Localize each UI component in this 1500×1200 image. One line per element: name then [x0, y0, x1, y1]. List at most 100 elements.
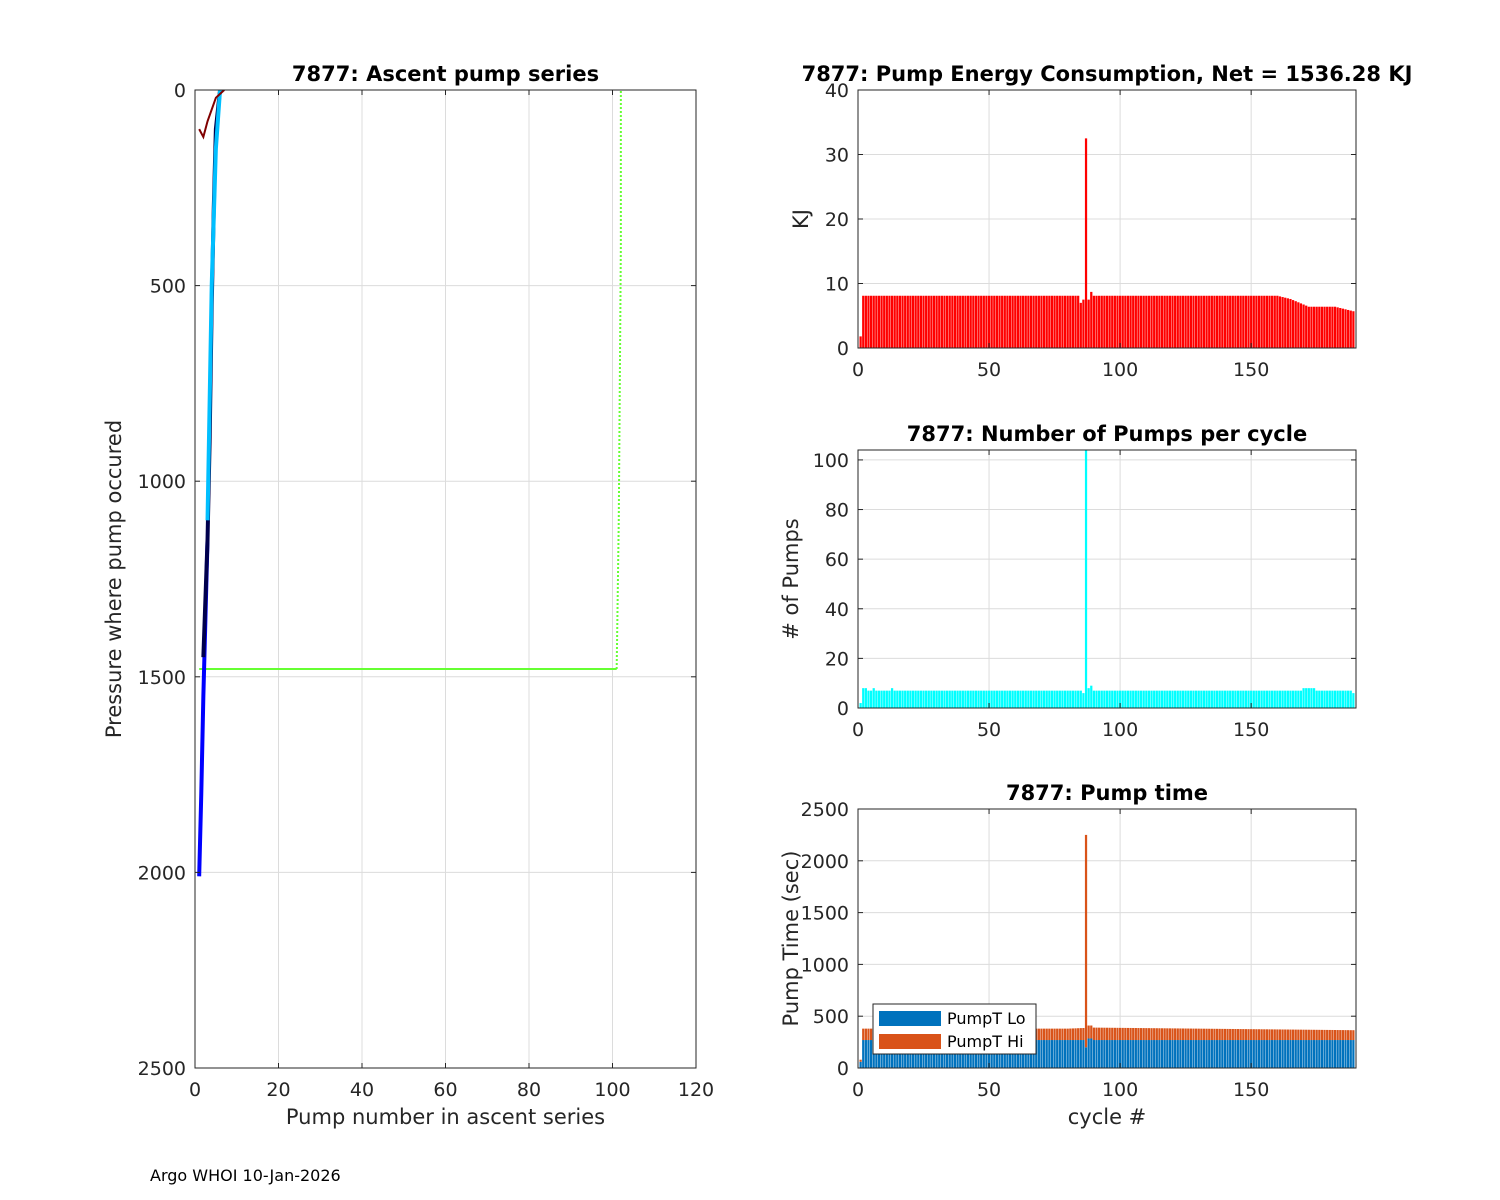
energy-bar [1234, 295, 1237, 348]
energy-bar [995, 295, 999, 348]
legend: PumpT Lo PumpT Hi [872, 1003, 1037, 1055]
pumpt-hi-bar [1273, 1029, 1276, 1041]
pumpt-hi-bar [1294, 1029, 1297, 1041]
pumpt-hi-bar [1189, 1028, 1192, 1041]
legend-swatch [879, 1011, 941, 1026]
energy-bar [948, 295, 951, 348]
x-tick-label: 0 [852, 1079, 864, 1101]
pumps-bar [1147, 690, 1151, 708]
y-tick-label: 500 [813, 1006, 849, 1028]
pumpt-lo-bar [1265, 1040, 1268, 1068]
pumpt-hi-bar [1344, 1030, 1347, 1041]
pumps-bar [1260, 690, 1263, 708]
energy-bar [1126, 295, 1130, 348]
energy-bar [1048, 295, 1051, 348]
pumpt-lo-bar [1291, 1040, 1295, 1068]
y-tick-label: 1500 [138, 667, 186, 689]
pumpt-lo-bar [1150, 1040, 1153, 1068]
pumpt-hi-bar [1121, 1027, 1124, 1041]
pumps-bar [1145, 690, 1148, 708]
energy-bar [864, 295, 867, 348]
energy-bar [943, 295, 946, 348]
pumpt-lo-bar [1234, 1040, 1237, 1068]
pumps-bar [1095, 690, 1098, 708]
energy-bar [925, 295, 928, 348]
energy-bar [1105, 295, 1109, 348]
energy-bar [1236, 295, 1240, 348]
pumpt-lo-bar [1168, 1040, 1172, 1068]
energy-bar [990, 295, 993, 348]
pumpt-hi-bar [1291, 1029, 1295, 1041]
energy-bar [1121, 295, 1124, 348]
pumpt-lo-bar [862, 1040, 865, 1068]
pumpt-lo-bar [1244, 1040, 1248, 1068]
pumps-bar [1121, 690, 1124, 708]
pumps-bar [1174, 690, 1177, 708]
energy-bar [1003, 295, 1006, 348]
energy-bar [1255, 295, 1258, 348]
energy-bar [940, 295, 943, 348]
energy-bar [935, 295, 938, 348]
y-tick-label: 20 [825, 209, 849, 231]
pumps-bar [906, 690, 909, 708]
pumpt-hi-bar [1315, 1029, 1318, 1041]
pumpt-lo-bar [1160, 1040, 1164, 1068]
pumpt-hi-bar [1323, 1029, 1326, 1041]
energy-bar [1035, 295, 1038, 348]
pumpt-hi-bar [1100, 1027, 1103, 1041]
pumpt-lo-bar [1205, 1040, 1208, 1068]
energy-bar [1326, 306, 1329, 348]
pumpt-hi-bar [1197, 1028, 1200, 1041]
pumpt-lo-bar [1108, 1040, 1111, 1068]
pumpt-hi-bar [1208, 1028, 1211, 1041]
pumps-bar [919, 690, 923, 708]
y-tick-label: 2500 [138, 1058, 186, 1080]
energy-bar [1260, 295, 1263, 348]
legend-swatch [879, 1034, 941, 1049]
pumpt-lo-bar [1090, 1038, 1093, 1068]
pumpt-lo-bar [1299, 1040, 1303, 1068]
pumps-bar [1116, 690, 1119, 708]
pumps-bar [911, 690, 915, 708]
energy-bar [1124, 295, 1127, 348]
pumps-bar [1074, 690, 1077, 708]
pumps-bar [1179, 690, 1182, 708]
pumps-bar [1289, 690, 1292, 708]
energy-bar [1244, 295, 1248, 348]
pumpt-lo-bar [1189, 1040, 1192, 1068]
pumpt-lo-bar [1323, 1040, 1326, 1068]
pumps-bar [1061, 690, 1064, 708]
pumps-bar [1058, 690, 1061, 708]
energy-bar [880, 295, 883, 348]
pumps-bar [883, 690, 886, 708]
energy-bar [919, 295, 923, 348]
pumpt-lo-bar [1061, 1040, 1064, 1068]
pumps-bar [1273, 690, 1276, 708]
pumps-bar [1213, 690, 1216, 708]
pumps-bar [946, 690, 949, 708]
pumps-bar [1153, 690, 1156, 708]
pumpt-hi-bar [1163, 1028, 1166, 1041]
energy-bar [1305, 305, 1308, 348]
energy-bar [985, 295, 988, 348]
pumpt-lo-bar [1223, 1040, 1227, 1068]
footer-text: Argo WHOI 10-Jan-2026 [150, 1166, 341, 1185]
pumps-bar [1124, 690, 1127, 708]
energy-bar [869, 295, 873, 348]
y-axis-label: KJ [789, 209, 813, 229]
pumps-bar [1108, 690, 1111, 708]
energy-bar [1014, 295, 1017, 348]
energy-bar [1150, 295, 1153, 348]
pumpt-lo-bar [1268, 1040, 1271, 1068]
pumps-bar [932, 690, 936, 708]
pumpt-hi-bar [1098, 1027, 1101, 1041]
pumpt-lo-bar [867, 1040, 870, 1068]
pumps-bar [1006, 690, 1009, 708]
pumpt-hi-bar [1215, 1028, 1219, 1041]
plot-body [859, 138, 1355, 348]
pumpt-lo-bar [1294, 1040, 1297, 1068]
pumps-bar [938, 690, 941, 708]
ticks [194, 89, 697, 1069]
